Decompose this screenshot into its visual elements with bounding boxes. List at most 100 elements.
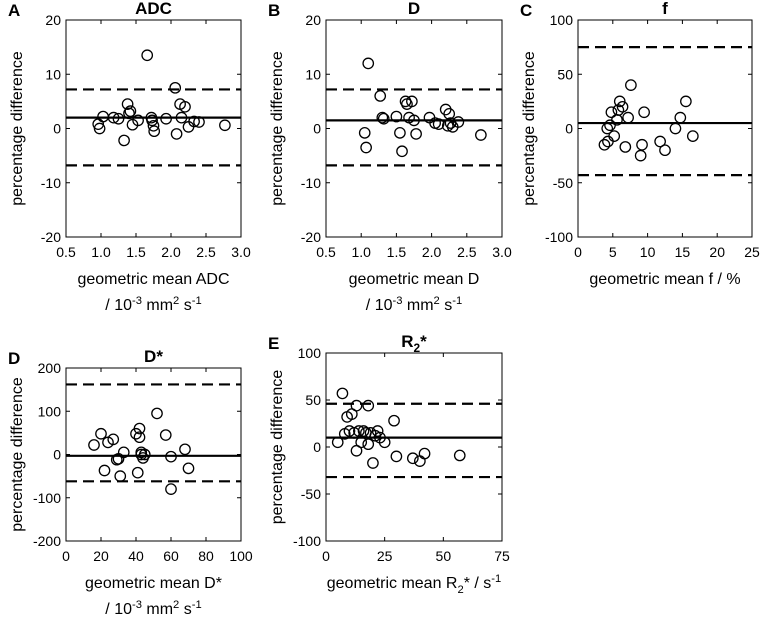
x-tick-label: 0 (62, 548, 70, 564)
data-point (669, 122, 682, 135)
panel-title: D (408, 0, 420, 18)
data-point (179, 100, 191, 113)
data-point (117, 446, 130, 459)
y-axis-label: percentage difference (269, 370, 286, 525)
data-point (394, 126, 406, 139)
data-point (680, 95, 692, 108)
data-point (619, 141, 632, 153)
data-point (95, 427, 107, 440)
y-tick-label: -50 (301, 486, 321, 502)
data-point (636, 138, 648, 151)
data-point (114, 470, 127, 482)
x-axis-label: geometric mean f / % (589, 271, 740, 288)
x-tick-label: 40 (128, 548, 144, 564)
data-point (331, 436, 344, 449)
x-tick-label: 100 (229, 548, 253, 564)
x-axis-label: geometric mean D* (85, 575, 222, 592)
data-point (93, 122, 106, 135)
data-point (148, 125, 161, 138)
y-tick-label: 200 (38, 360, 62, 376)
panel-a: 0.5 1.0 1.5 2.0 2.5 3.0 -20 -10 0 10 20 ADC Apercent… (8, 0, 251, 314)
data-point (193, 116, 205, 128)
data-point (410, 128, 422, 140)
panel-letter: A (8, 1, 20, 20)
data-point (638, 106, 650, 119)
data-point (160, 112, 172, 125)
x-tick-label: 20 (93, 548, 109, 564)
y-tick-label: 20 (305, 12, 321, 28)
x-axis-label: / 10-3 mm2 s-1 (105, 599, 201, 618)
x-tick-label: 20 (709, 244, 725, 260)
data-point (441, 119, 454, 132)
data-point (453, 449, 466, 462)
x-axis-label: / 10-3 mm2 s-1 (366, 295, 462, 314)
data-point (616, 100, 629, 113)
data-point (432, 118, 445, 131)
y-tick-label: -10 (41, 175, 61, 191)
y-axis-label: percentage difference (9, 51, 26, 206)
panel-title: f (662, 0, 668, 18)
x-tick-label: 25 (744, 244, 760, 260)
y-tick-label: 10 (305, 66, 321, 82)
x-axis-label: geometric mean D (349, 271, 480, 288)
data-point (605, 106, 618, 119)
panel-letter: B (268, 1, 280, 20)
data-point (376, 111, 389, 124)
data-point (357, 425, 370, 437)
data-point (390, 450, 403, 463)
data-point (353, 425, 365, 437)
y-tick-label: -200 (33, 533, 61, 549)
x-tick-label: 3.0 (492, 244, 512, 260)
data-point (360, 141, 372, 154)
data-point (159, 429, 172, 441)
data-point (396, 145, 408, 158)
data-point (170, 128, 183, 140)
data-point (123, 107, 135, 120)
x-tick-label: 25 (377, 548, 393, 564)
axes-frame (577, 19, 753, 238)
x-tick-label: 1.0 (91, 244, 111, 260)
x-tick-label: 2.5 (457, 244, 477, 260)
panel-title: D* (144, 347, 163, 366)
x-tick-label: 60 (163, 548, 179, 564)
data-point (367, 457, 379, 469)
data-point (654, 135, 666, 148)
data-point (121, 98, 134, 110)
data-point (165, 450, 177, 463)
data-point (107, 111, 120, 124)
y-tick-label: 10 (45, 66, 61, 82)
data-point (133, 422, 146, 435)
x-tick-label: 2.5 (196, 244, 216, 260)
y-tick-label: 0 (53, 121, 61, 137)
y-tick-label: 20 (45, 12, 61, 28)
y-axis-label: percentage difference (269, 51, 286, 206)
data-point (408, 114, 420, 127)
x-tick-label: 0.5 (56, 244, 76, 260)
data-point (362, 438, 375, 451)
data-point (98, 464, 111, 477)
x-tick-label: 0.5 (316, 244, 336, 260)
data-point (598, 138, 611, 151)
data-point (147, 119, 160, 132)
data-point (132, 114, 144, 127)
panel-title: R2* (401, 332, 427, 355)
data-point (169, 81, 182, 94)
x-tick-label: 0 (574, 244, 582, 260)
data-point (406, 95, 418, 108)
y-tick-label: -20 (41, 229, 61, 245)
data-point (634, 149, 647, 162)
data-point (388, 414, 400, 427)
data-point (659, 144, 671, 157)
x-tick-label: 3.0 (231, 244, 251, 260)
panel-d: 0 20 40 60 80 100 -200 -100 0 100 200 D* Dpercentage… (8, 347, 253, 618)
y-tick-label: 50 (557, 66, 573, 82)
data-point (406, 452, 419, 465)
y-tick-label: -20 (301, 229, 321, 245)
panel-letter: E (268, 334, 279, 353)
x-tick-label: 2.0 (422, 244, 442, 260)
data-point (118, 134, 130, 147)
x-tick-label: 80 (198, 548, 214, 564)
y-tick-label: 50 (305, 392, 321, 408)
